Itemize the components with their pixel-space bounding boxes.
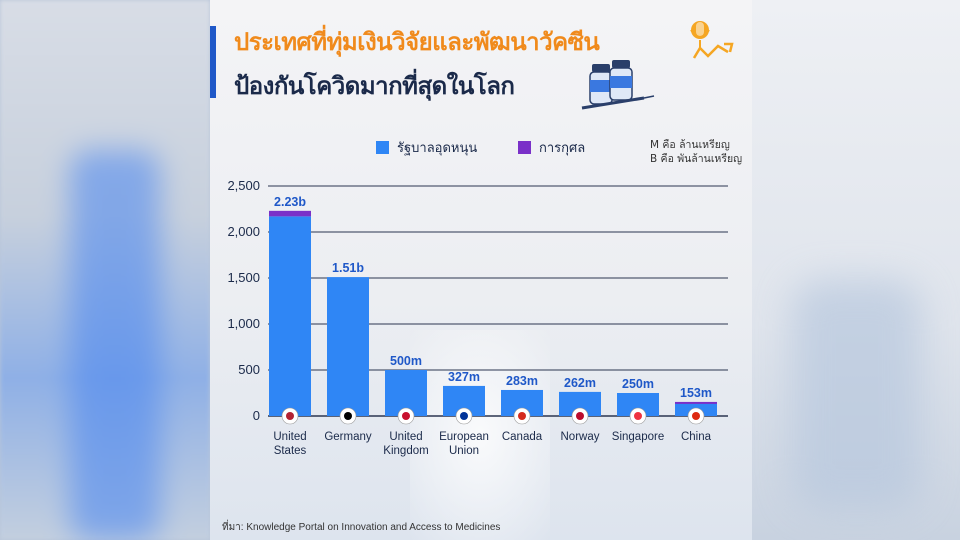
germany-flag-icon xyxy=(339,407,357,425)
bar-chart: 0 500 1,000 1,500 2,000 2,500 2.23b United State… xyxy=(227,178,728,457)
page-title-line1: ประเทศที่ทุ่มเงินวิจัยและพัฒนาวัคซีน xyxy=(234,28,600,56)
vaccine-vials-icon xyxy=(581,60,655,110)
uk-flag-icon xyxy=(397,407,415,425)
norway-flag-icon xyxy=(571,407,589,425)
data-label: 250m xyxy=(622,377,654,391)
y-tick-label: 1,000 xyxy=(227,316,260,331)
y-tick-label: 500 xyxy=(238,362,260,377)
y-tick-label: 1,500 xyxy=(227,270,260,285)
legend-swatch-philanthropy xyxy=(518,140,531,154)
data-label: 2.23b xyxy=(274,195,306,209)
x-category-label: Germany xyxy=(324,431,372,443)
data-label: 262m xyxy=(564,376,596,390)
x-category-label: Union xyxy=(449,445,479,457)
y-tick-label: 2,500 xyxy=(227,178,260,193)
x-category-label: Norway xyxy=(561,431,600,443)
infographic-card: ประเทศที่ทุ่มเงินวิจัยและพัฒนาวัคซีน ป้อ… xyxy=(210,0,752,540)
bar-government xyxy=(327,277,369,416)
x-category-label: China xyxy=(681,431,712,443)
y-tick-label: 0 xyxy=(253,408,260,423)
x-category-label: Singapore xyxy=(612,431,664,443)
bar-government xyxy=(617,393,659,416)
eig-logo-icon xyxy=(690,21,734,59)
data-label: 500m xyxy=(390,354,422,368)
canada-flag-icon xyxy=(513,407,531,425)
legend-philanthropy: การกุศล xyxy=(518,140,585,156)
y-tick-label: 2,000 xyxy=(227,224,260,239)
data-label: 283m xyxy=(506,374,538,388)
x-category-label: European xyxy=(439,431,489,443)
bar-philanthropy xyxy=(675,401,717,404)
background-right xyxy=(752,0,960,540)
eu-flag-icon xyxy=(455,407,473,425)
x-category-label: States xyxy=(274,445,307,457)
x-category-label: Kingdom xyxy=(383,445,428,457)
bar-philanthropy xyxy=(269,210,311,217)
x-category-label: Canada xyxy=(502,431,543,443)
page-title-line2: ป้องกันโควิดมากที่สุดในโลก xyxy=(234,72,515,100)
us-flag-icon xyxy=(281,407,299,425)
china-flag-icon xyxy=(687,407,705,425)
data-label: 153m xyxy=(680,386,712,400)
x-category-label: United xyxy=(389,431,422,443)
legend-government: รัฐบาลอุดหนุน xyxy=(376,140,477,156)
legend-swatch-government xyxy=(376,140,389,154)
source-citation: ที่มา: Knowledge Portal on Innovation an… xyxy=(222,522,501,533)
x-category-label: United xyxy=(273,431,306,443)
unit-note-m: M คือ ล้านเหรียญ xyxy=(650,139,730,151)
legend-label-government: รัฐบาลอุดหนุน xyxy=(397,140,478,156)
singapore-flag-icon xyxy=(629,407,647,425)
bar-government xyxy=(269,216,311,416)
legend-label-philanthropy: การกุศล xyxy=(539,140,586,156)
title-accent-bar xyxy=(210,26,216,98)
background-left xyxy=(0,0,210,540)
data-label: 327m xyxy=(448,370,480,384)
data-label: 1.51b xyxy=(332,261,364,275)
unit-note-b: B คือ พันล้านเหรียญ xyxy=(650,153,743,165)
